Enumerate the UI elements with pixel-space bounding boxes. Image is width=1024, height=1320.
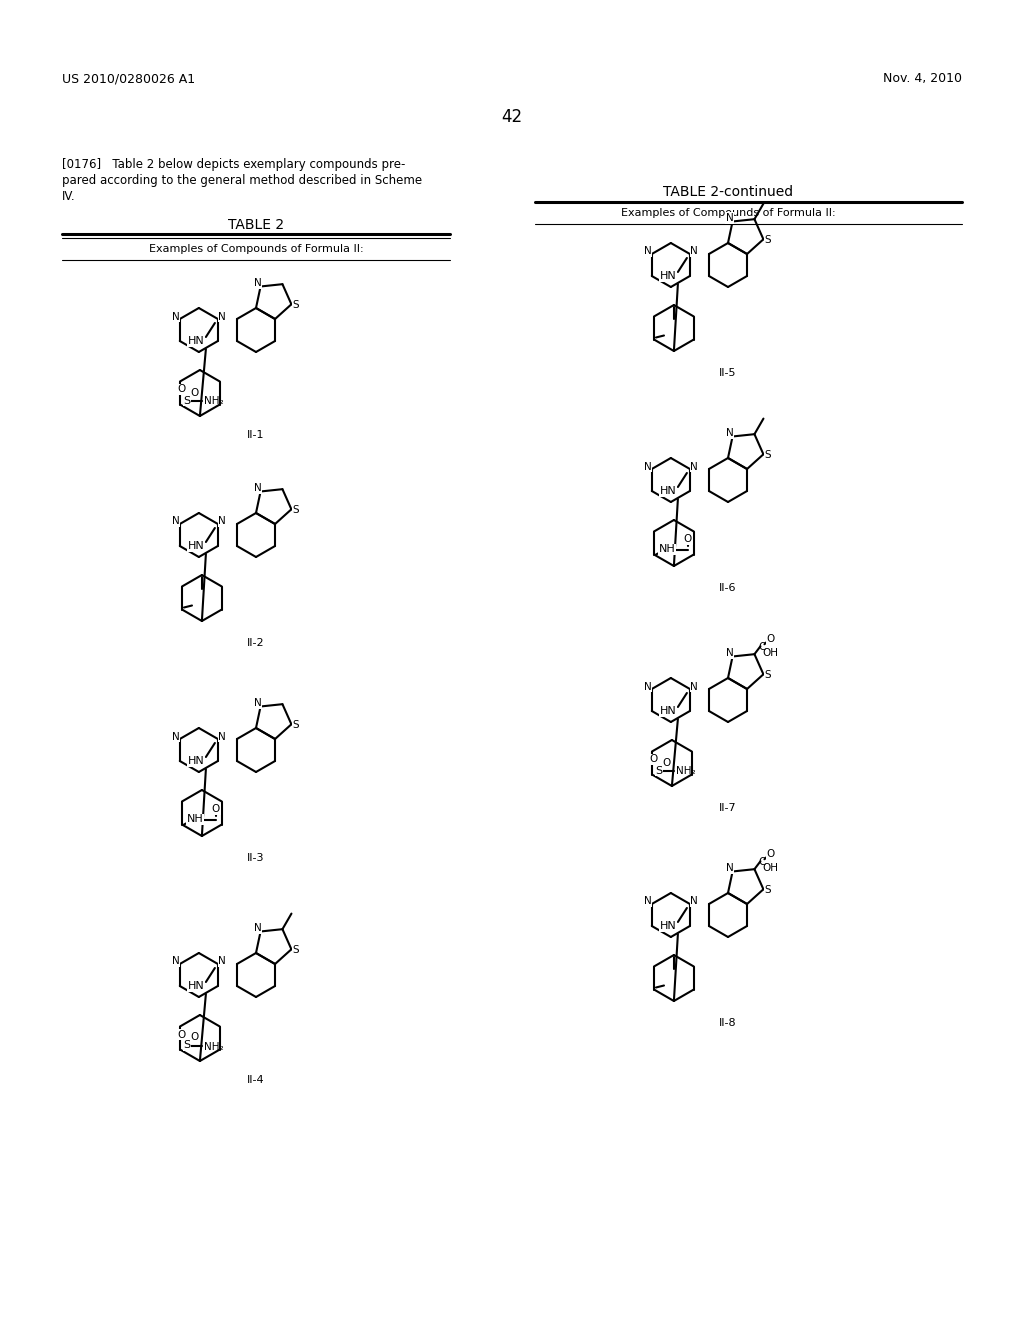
Text: S: S: [293, 945, 299, 956]
Text: TABLE 2-continued: TABLE 2-continued: [663, 185, 793, 199]
Text: OH: OH: [763, 648, 778, 659]
Text: S: S: [765, 450, 771, 461]
Text: N: N: [172, 957, 179, 966]
Text: N: N: [726, 213, 733, 223]
Text: pared according to the general method described in Scheme: pared according to the general method de…: [62, 174, 422, 187]
Text: [0176]   Table 2 below depicts exemplary compounds pre-: [0176] Table 2 below depicts exemplary c…: [62, 158, 406, 172]
Text: Examples of Compounds of Formula II:: Examples of Compounds of Formula II:: [148, 244, 364, 253]
Text: S: S: [293, 300, 299, 310]
Text: O: O: [766, 849, 774, 859]
Text: O: O: [650, 755, 658, 764]
Text: N: N: [254, 923, 261, 933]
Text: S: S: [183, 1040, 190, 1051]
Text: S: S: [293, 506, 299, 515]
Text: TABLE 2: TABLE 2: [228, 218, 284, 232]
Text: N: N: [726, 863, 733, 873]
Text: N: N: [218, 312, 226, 322]
Text: Nov. 4, 2010: Nov. 4, 2010: [883, 73, 962, 84]
Text: N: N: [690, 462, 698, 471]
Text: N: N: [644, 247, 651, 256]
Text: 42: 42: [502, 108, 522, 125]
Text: S: S: [765, 235, 771, 246]
Text: II-7: II-7: [719, 803, 737, 813]
Text: S: S: [765, 886, 771, 895]
Text: N: N: [172, 312, 179, 322]
Text: C: C: [759, 643, 766, 652]
Text: O: O: [178, 1030, 186, 1040]
Text: S: S: [655, 766, 663, 776]
Text: O: O: [190, 388, 199, 397]
Text: NH₂: NH₂: [676, 767, 695, 776]
Text: II-8: II-8: [719, 1018, 737, 1028]
Text: N: N: [218, 957, 226, 966]
Text: HN: HN: [187, 541, 204, 550]
Text: N: N: [218, 731, 226, 742]
Text: O: O: [190, 1032, 199, 1043]
Text: N: N: [644, 462, 651, 471]
Text: IV.: IV.: [62, 190, 76, 203]
Text: II-2: II-2: [247, 638, 265, 648]
Text: N: N: [726, 428, 733, 438]
Text: HN: HN: [659, 486, 676, 496]
Text: HN: HN: [659, 921, 676, 931]
Text: S: S: [765, 671, 771, 680]
Text: OH: OH: [763, 863, 778, 874]
Text: N: N: [254, 698, 261, 708]
Text: N: N: [218, 516, 226, 527]
Text: II-5: II-5: [719, 368, 736, 378]
Text: II-3: II-3: [247, 853, 265, 863]
Text: O: O: [684, 535, 692, 544]
Text: O: O: [178, 384, 186, 395]
Text: Examples of Compounds of Formula II:: Examples of Compounds of Formula II:: [621, 209, 836, 218]
Text: II-6: II-6: [719, 583, 736, 593]
Text: N: N: [644, 896, 651, 907]
Text: S: S: [183, 396, 190, 405]
Text: II-1: II-1: [247, 430, 265, 440]
Text: O: O: [212, 804, 220, 814]
Text: II-4: II-4: [247, 1074, 265, 1085]
Text: HN: HN: [187, 337, 204, 346]
Text: NH: NH: [186, 814, 204, 825]
Text: NH₂: NH₂: [204, 1041, 223, 1052]
Text: NH: NH: [658, 544, 676, 554]
Text: N: N: [690, 681, 698, 692]
Text: N: N: [726, 648, 733, 657]
Text: N: N: [690, 896, 698, 907]
Text: HN: HN: [659, 706, 676, 715]
Text: S: S: [293, 721, 299, 730]
Text: HN: HN: [187, 981, 204, 991]
Text: N: N: [690, 247, 698, 256]
Text: NH₂: NH₂: [204, 396, 223, 407]
Text: N: N: [172, 731, 179, 742]
Text: N: N: [254, 483, 261, 492]
Text: N: N: [254, 279, 261, 288]
Text: O: O: [766, 634, 774, 644]
Text: N: N: [172, 516, 179, 527]
Text: N: N: [644, 681, 651, 692]
Text: US 2010/0280026 A1: US 2010/0280026 A1: [62, 73, 196, 84]
Text: O: O: [663, 758, 671, 767]
Text: HN: HN: [659, 271, 676, 281]
Text: HN: HN: [187, 756, 204, 766]
Text: C: C: [759, 857, 766, 867]
